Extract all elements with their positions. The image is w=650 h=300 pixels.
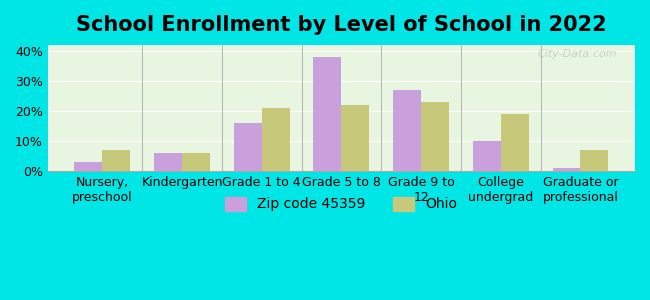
Bar [234, 123, 262, 171]
Bar [102, 150, 130, 171]
Bar [75, 162, 102, 171]
Bar [182, 153, 210, 171]
Bar [262, 108, 289, 171]
Bar [421, 102, 449, 171]
Bar [313, 57, 341, 171]
Bar [393, 90, 421, 171]
Bar [580, 150, 608, 171]
Bar [500, 114, 528, 171]
Bar [473, 141, 501, 171]
Bar [154, 153, 182, 171]
Legend: Zip code 45359, Ohio: Zip code 45359, Ohio [220, 191, 463, 217]
Bar [341, 105, 369, 171]
Text: City-Data.com: City-Data.com [538, 49, 617, 59]
Title: School Enrollment by Level of School in 2022: School Enrollment by Level of School in … [76, 15, 606, 35]
Bar [552, 168, 580, 171]
